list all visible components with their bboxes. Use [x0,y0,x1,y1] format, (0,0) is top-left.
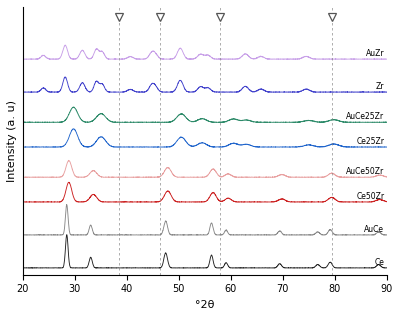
Text: AuCe50Zr: AuCe50Zr [346,167,384,176]
Text: Zr: Zr [376,82,384,91]
Y-axis label: Intensity (a. u): Intensity (a. u) [7,100,17,182]
Text: AuZr: AuZr [366,49,384,58]
X-axis label: °2θ: °2θ [195,300,214,310]
Text: Ce: Ce [374,257,384,267]
Text: AuCe25Zr: AuCe25Zr [346,112,384,121]
Text: Ce50Zr: Ce50Zr [356,191,384,201]
Text: AuCe: AuCe [364,224,384,234]
Text: Ce25Zr: Ce25Zr [356,137,384,146]
